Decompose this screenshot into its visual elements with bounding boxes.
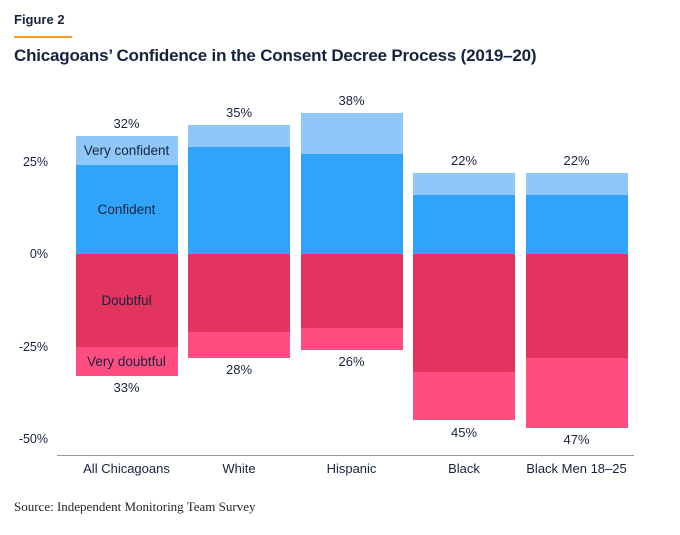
total-doubtful-label: 26% xyxy=(338,354,365,370)
segment-very-doubtful xyxy=(300,328,403,351)
x-axis-category-white: White xyxy=(222,461,256,476)
segment-confident xyxy=(525,194,628,254)
segment-very-confident xyxy=(525,172,628,195)
x-axis-category-black-men-18-25: Black Men 18–25 xyxy=(526,461,627,476)
x-axis-category-all-chicagoans: All Chicagoans xyxy=(83,461,170,476)
segment-very-confident xyxy=(188,124,290,147)
segment-doubtful: Doubtful xyxy=(75,254,178,347)
segment-doubtful xyxy=(525,254,628,358)
segment-very-doubtful xyxy=(188,331,290,358)
legend-label-very-doubtful: Very doubtful xyxy=(87,353,166,369)
x-axis-category-hispanic: Hispanic xyxy=(326,461,377,476)
total-confident-label: 22% xyxy=(450,152,478,168)
total-doubtful-label: 33% xyxy=(113,380,140,396)
x-axis-line xyxy=(57,455,634,456)
y-axis-tick-label: 0% xyxy=(29,247,48,261)
segment-confident xyxy=(300,154,403,254)
figure-accent-underline xyxy=(14,36,72,38)
segment-very-confident: Very confident xyxy=(75,135,178,166)
total-confident-label: 32% xyxy=(113,115,140,131)
segment-very-confident xyxy=(300,113,403,155)
segment-confident xyxy=(188,146,290,254)
segment-very-doubtful xyxy=(413,372,515,421)
y-axis-tick-label: 25% xyxy=(22,154,48,169)
segment-very-doubtful xyxy=(525,357,628,428)
legend-label-very-confident: Very confident xyxy=(83,142,170,158)
source-attribution: Source: Independent Monitoring Team Surv… xyxy=(14,499,256,514)
total-doubtful-label: 45% xyxy=(450,424,478,440)
total-confident-label: 38% xyxy=(338,93,365,109)
segment-confident: Confident xyxy=(75,165,178,254)
segment-doubtful xyxy=(413,254,515,373)
total-doubtful-label: 28% xyxy=(225,361,253,377)
chart-title: Chicagoans’ Confidence in the Consent De… xyxy=(14,46,537,65)
figure-label: Figure 2 xyxy=(14,12,65,27)
segment-very-doubtful: Very doubtful xyxy=(75,346,178,377)
segment-doubtful xyxy=(300,254,403,328)
segment-doubtful xyxy=(188,254,290,332)
segment-very-confident xyxy=(413,172,515,195)
y-axis-tick-label: -25% xyxy=(18,339,48,354)
total-confident-label: 35% xyxy=(225,104,253,120)
total-doubtful-label: 47% xyxy=(563,431,590,447)
total-confident-label: 22% xyxy=(563,152,590,168)
x-axis-category-black: Black xyxy=(448,461,480,476)
segment-confident xyxy=(413,194,515,254)
y-axis-tick-label: -50% xyxy=(18,432,48,446)
legend-label-doubtful: Doubtful xyxy=(101,292,152,308)
legend-label-confident: Confident xyxy=(97,202,156,218)
